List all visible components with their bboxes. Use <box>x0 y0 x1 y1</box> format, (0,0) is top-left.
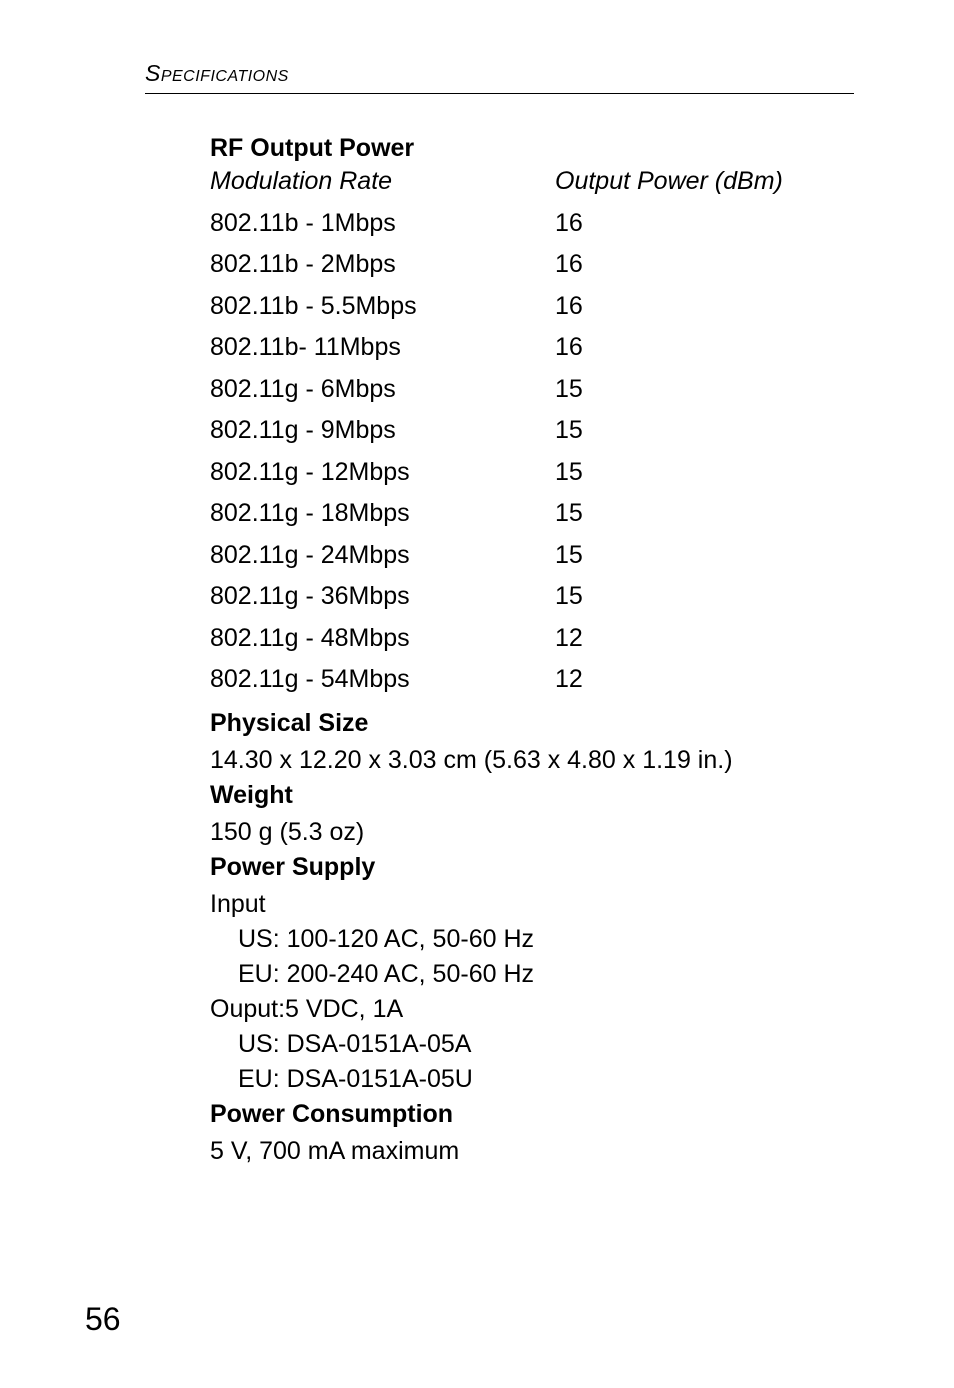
header-output-power: Output Power (dBm) <box>555 169 854 194</box>
page-number: 56 <box>85 1301 121 1338</box>
power-cell: 16 <box>555 211 854 236</box>
table-row: 802.11g - 48Mbps 12 <box>210 626 854 651</box>
running-header: Specifications <box>145 60 854 87</box>
power-cell: 12 <box>555 667 854 692</box>
power-cell: 15 <box>555 584 854 609</box>
rate-cell: 802.11g - 12Mbps <box>210 460 555 485</box>
power-cell: 15 <box>555 418 854 443</box>
rf-output-power-table: Modulation Rate Output Power (dBm) 802.1… <box>210 169 854 692</box>
rf-output-power-heading: RF Output Power <box>210 134 854 163</box>
rate-cell: 802.11g - 48Mbps <box>210 626 555 651</box>
rate-cell: 802.11b - 5.5Mbps <box>210 294 555 319</box>
header-rule <box>145 93 854 94</box>
power-consumption-heading: Power Consumption <box>210 1100 854 1129</box>
rate-cell: 802.11g - 36Mbps <box>210 584 555 609</box>
power-supply-output-us: US: DSA-0151A-05A <box>210 1028 854 1061</box>
table-row: 802.11g - 9Mbps 15 <box>210 418 854 443</box>
power-cell: 16 <box>555 335 854 360</box>
power-supply-input-eu: EU: 200-240 AC, 50-60 Hz <box>210 958 854 991</box>
power-supply-output-label: Ouput:5 VDC, 1A <box>210 993 854 1026</box>
header-modulation-rate: Modulation Rate <box>210 169 555 194</box>
power-supply-heading: Power Supply <box>210 853 854 882</box>
power-supply-input-us: US: 100-120 AC, 50-60 Hz <box>210 923 854 956</box>
power-cell: 15 <box>555 460 854 485</box>
power-cell: 15 <box>555 543 854 568</box>
rate-cell: 802.11g - 24Mbps <box>210 543 555 568</box>
power-cell: 12 <box>555 626 854 651</box>
table-row: 802.11g - 24Mbps 15 <box>210 543 854 568</box>
weight-value: 150 g (5.3 oz) <box>210 816 854 849</box>
rate-cell: 802.11g - 54Mbps <box>210 667 555 692</box>
rate-cell: 802.11g - 9Mbps <box>210 418 555 443</box>
table-row: 802.11g - 54Mbps 12 <box>210 667 854 692</box>
table-row: 802.11g - 12Mbps 15 <box>210 460 854 485</box>
weight-heading: Weight <box>210 781 854 810</box>
table-header-row: Modulation Rate Output Power (dBm) <box>210 169 854 194</box>
rate-cell: 802.11b - 2Mbps <box>210 252 555 277</box>
content-block: RF Output Power Modulation Rate Output P… <box>145 134 854 1168</box>
rate-cell: 802.11g - 6Mbps <box>210 377 555 402</box>
page: Specifications RF Output Power Modulatio… <box>0 0 954 1388</box>
power-supply-output-eu: EU: DSA-0151A-05U <box>210 1063 854 1096</box>
rate-cell: 802.11b - 1Mbps <box>210 211 555 236</box>
table-row: 802.11g - 18Mbps 15 <box>210 501 854 526</box>
table-row: 802.11b - 1Mbps 16 <box>210 211 854 236</box>
power-supply-input-label: Input <box>210 888 854 921</box>
table-row: 802.11b- 11Mbps 16 <box>210 335 854 360</box>
table-row: 802.11g - 6Mbps 15 <box>210 377 854 402</box>
physical-size-value: 14.30 x 12.20 x 3.03 cm (5.63 x 4.80 x 1… <box>210 744 854 777</box>
table-row: 802.11b - 5.5Mbps 16 <box>210 294 854 319</box>
table-row: 802.11b - 2Mbps 16 <box>210 252 854 277</box>
power-cell: 16 <box>555 252 854 277</box>
power-cell: 16 <box>555 294 854 319</box>
power-cell: 15 <box>555 377 854 402</box>
physical-size-heading: Physical Size <box>210 709 854 738</box>
rate-cell: 802.11g - 18Mbps <box>210 501 555 526</box>
power-cell: 15 <box>555 501 854 526</box>
rate-cell: 802.11b- 11Mbps <box>210 335 555 360</box>
power-consumption-value: 5 V, 700 mA maximum <box>210 1135 854 1168</box>
table-row: 802.11g - 36Mbps 15 <box>210 584 854 609</box>
